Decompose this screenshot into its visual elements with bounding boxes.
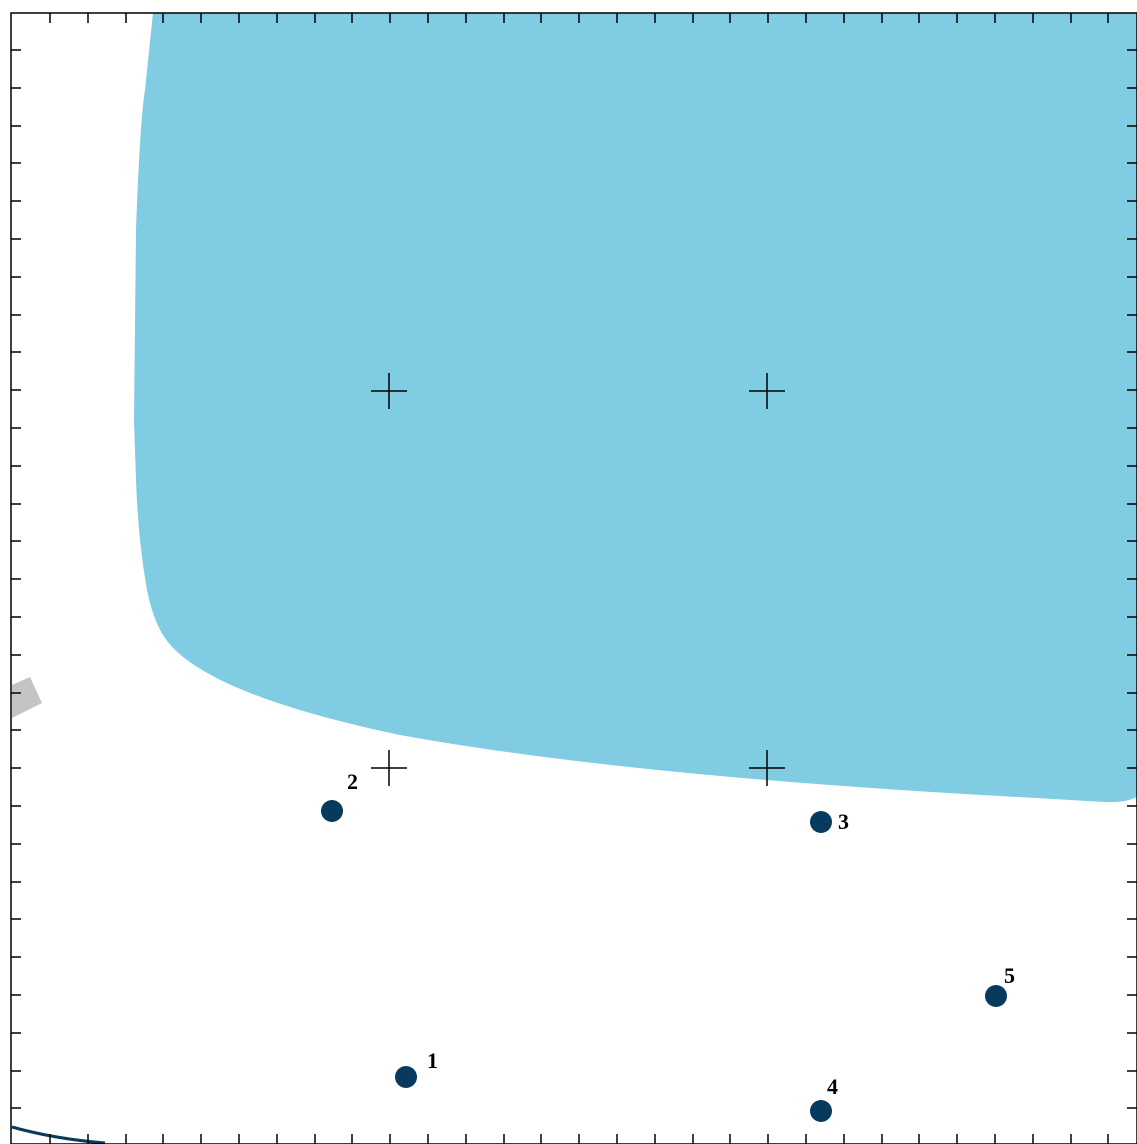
graticule-cross bbox=[749, 373, 785, 409]
coastline-curve bbox=[11, 1125, 106, 1144]
site-marker-3[interactable]: 3 bbox=[810, 809, 849, 834]
marker-label-2: 2 bbox=[347, 769, 358, 794]
site-marker-4[interactable]: 4 bbox=[810, 1074, 838, 1122]
marker-label-4: 4 bbox=[827, 1074, 838, 1099]
marker-dot[interactable] bbox=[810, 1100, 832, 1122]
marker-label-1: 1 bbox=[427, 1048, 438, 1073]
marker-dot[interactable] bbox=[985, 985, 1007, 1007]
road-fragment bbox=[12, 677, 42, 718]
graticule-cross bbox=[371, 750, 407, 786]
marker-dot[interactable] bbox=[321, 800, 343, 822]
graticule-cross bbox=[749, 750, 785, 786]
frame-ticks bbox=[11, 13, 1137, 1144]
site-marker-2[interactable]: 2 bbox=[321, 769, 358, 822]
marker-dot[interactable] bbox=[395, 1066, 417, 1088]
site-markers: 1 2 3 4 5 bbox=[321, 769, 1015, 1122]
site-marker-5[interactable]: 5 bbox=[985, 963, 1015, 1007]
marker-label-5: 5 bbox=[1004, 963, 1015, 988]
marker-dot[interactable] bbox=[810, 811, 832, 833]
water-body bbox=[134, 13, 1137, 803]
graticule-crosses bbox=[371, 373, 785, 786]
marker-label-3: 3 bbox=[838, 809, 849, 834]
graticule-cross bbox=[371, 373, 407, 409]
site-marker-1[interactable]: 1 bbox=[395, 1048, 438, 1088]
